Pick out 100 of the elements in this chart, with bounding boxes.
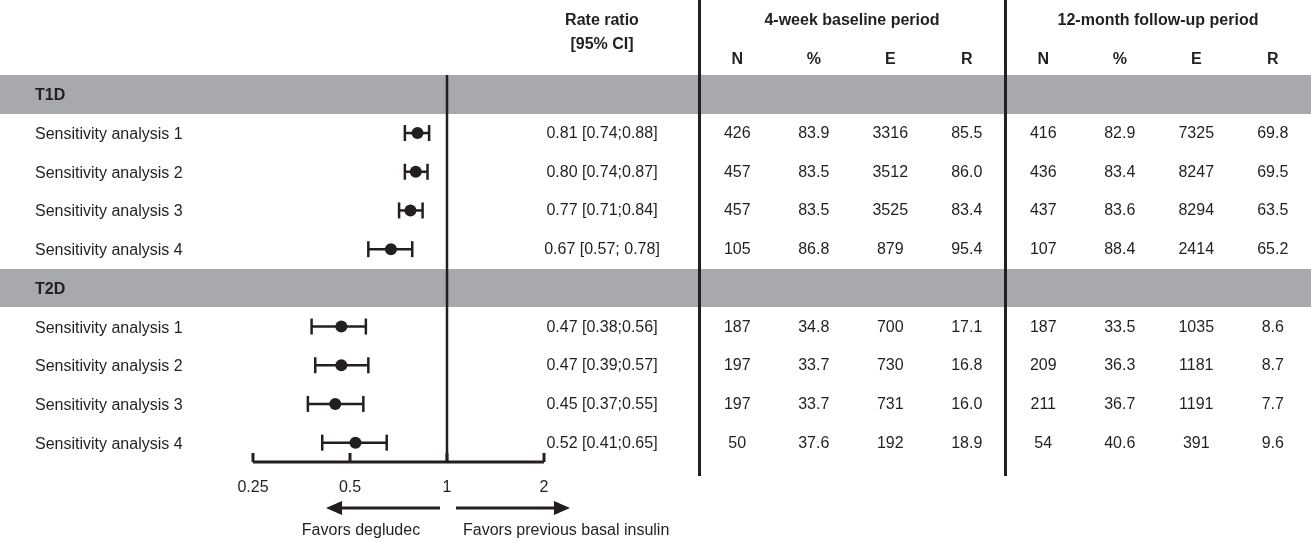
y-tick-label: Sensitivity analysis 1 [35,125,183,143]
text: 83.5 [798,201,830,219]
data-label: 0.80 [0.74;0.87] [545,161,659,182]
text: 8294 [1178,201,1215,219]
text: 3316 [872,124,909,142]
text: 197 [723,356,751,374]
text: 457 [723,201,751,219]
text: 1181 [1179,356,1214,374]
text: 83.5 [798,162,830,180]
text: 197 [723,394,751,412]
text: 8247 [1178,162,1215,180]
text: 426 [723,124,751,142]
category-label: N [1036,49,1051,69]
category-label: % [805,49,822,69]
text: 16.0 [951,394,983,412]
text: Favors degludec [300,520,422,540]
text: 83.4 [1104,162,1136,180]
text: 7325 [1178,124,1215,142]
category-label: E [1189,49,1203,69]
text: 54 [1034,433,1053,451]
text: 700 [876,317,904,335]
text: 65.2 [1257,240,1289,258]
text: 33.7 [798,394,830,412]
point [335,320,348,333]
x-tick-label: 0.5 [338,478,362,495]
category-label: R [1265,49,1280,69]
text: 17.1 [951,317,983,335]
text: 391 [1182,433,1210,451]
text: 1035 [1178,317,1215,335]
text: 3525 [872,201,909,219]
category-label: N [730,49,745,69]
text: 107 [1029,240,1057,258]
text: 83.9 [798,124,830,142]
text: 95.4 [951,240,983,258]
y-tick-label: Sensitivity analysis 1 [35,318,183,336]
text: 37.6 [798,433,830,451]
text: 12-month follow-up period [1056,10,1260,30]
point [404,204,417,217]
point [335,359,348,372]
text: 36.3 [1104,356,1136,374]
text: 63.5 [1257,201,1289,219]
point [329,397,342,410]
category-label: % [1111,49,1128,69]
text: 436 [1029,162,1057,180]
data-label: 0.45 [0.37;0.55] [545,393,659,414]
text: 730 [876,356,904,374]
text: 34.8 [798,317,830,335]
data-label: 0.77 [0.71;0.84] [545,200,659,221]
data-label: 0.81 [0.74;0.88] [545,123,659,144]
text: 209 [1029,356,1057,374]
text: 36.7 [1104,394,1136,412]
data-label: 0.67 [0.57; 0.78] [543,239,661,260]
text: 187 [1029,317,1057,335]
text: 879 [876,240,904,258]
category-label: R [959,49,974,69]
y-tick-label: T2D [35,279,66,297]
text: 211 [1030,394,1056,412]
y-tick-label: Sensitivity analysis 2 [35,163,183,181]
text: 83.6 [1104,201,1136,219]
data-label: 0.47 [0.38;0.56] [545,316,659,337]
text: 86.8 [798,240,830,258]
x-tick-label: 0.25 [237,478,269,495]
text: 731 [876,394,904,412]
text: 85.5 [951,124,983,142]
text: 9.6 [1261,433,1284,451]
text: 33.5 [1104,317,1136,335]
text: 86.0 [951,162,983,180]
data-label: 0.52 [0.41;0.65] [545,432,659,453]
text: 16.8 [951,356,983,374]
text: 8.6 [1261,317,1284,335]
y-tick-label: Sensitivity analysis 3 [35,202,183,220]
text: 69.8 [1257,124,1289,142]
data-label: 0.47 [0.39;0.57] [545,355,659,376]
text: 2414 [1178,240,1215,258]
text: Rate ratio [95% CI] [564,10,640,54]
text: 105 [723,240,751,258]
text: 50 [728,433,747,451]
text: 187 [723,317,751,335]
y-tick-label: Sensitivity analysis 4 [35,434,183,452]
text: 82.9 [1104,124,1136,142]
text: 416 [1029,124,1057,142]
text: 7.7 [1261,394,1284,412]
text: 40.6 [1104,433,1136,451]
text: 69.5 [1257,162,1289,180]
text: 88.4 [1104,240,1136,258]
point [411,127,424,140]
y-tick-label: T1D [35,86,66,104]
text: 4-week baseline period [763,10,941,30]
text: 18.9 [951,433,983,451]
text: 83.4 [951,201,983,219]
y-tick-label: Sensitivity analysis 4 [35,241,183,259]
y-tick-label: Sensitivity analysis 3 [35,395,183,413]
category-label: E [883,49,897,69]
point [409,165,422,178]
text: 3512 [872,162,909,180]
text: 192 [876,433,904,451]
y-tick-label: Sensitivity analysis 2 [35,357,183,375]
text: 8.7 [1261,356,1284,374]
text: 437 [1029,201,1057,219]
text: 33.7 [798,356,830,374]
